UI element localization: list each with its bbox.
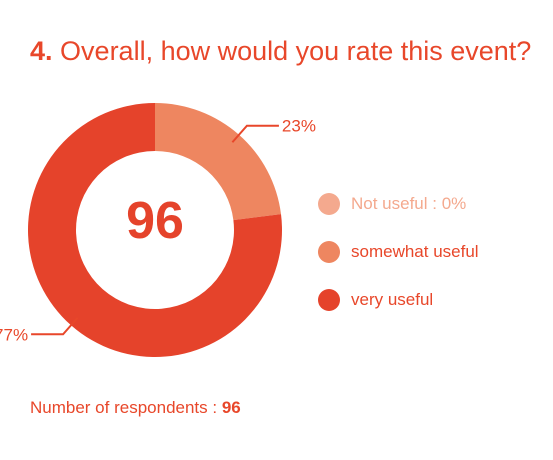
- question-text: Overall, how would you rate this event?: [60, 36, 532, 66]
- leader-line-somewhat-useful: [231, 124, 279, 143]
- leader-lines: 23% 77%: [0, 117, 316, 345]
- legend-label: Not useful : 0%: [351, 194, 467, 213]
- slice-somewhat-useful: [155, 103, 281, 221]
- respondents-label: Number of respondents :: [30, 398, 222, 417]
- chart-title: 4. Overall, how would you rate this even…: [30, 36, 531, 67]
- center-value: 96: [126, 192, 184, 250]
- legend-item-somewhat-useful: somewhat useful: [318, 239, 479, 265]
- legend-dot: [318, 289, 340, 311]
- respondents-count: Number of respondents : 96: [30, 398, 241, 418]
- legend-dot: [318, 241, 340, 263]
- legend-dot: [318, 193, 340, 215]
- legend-item-not-useful: Not useful : 0%: [318, 191, 479, 217]
- legend-label: somewhat useful: [351, 242, 479, 261]
- respondents-value: 96: [221, 398, 241, 417]
- legend-item-very-useful: very useful: [318, 287, 479, 313]
- donut-slices: [27, 103, 282, 357]
- leader-line-very-useful: [31, 317, 79, 336]
- legend: Not useful : 0% somewhat useful very use…: [318, 191, 479, 335]
- value-label-very-useful: 77%: [0, 325, 28, 344]
- legend-label: very useful: [351, 290, 434, 309]
- slice-very-useful: [27, 103, 282, 357]
- value-label-somewhat-useful: 23%: [282, 117, 316, 136]
- question-number: 4.: [30, 36, 53, 66]
